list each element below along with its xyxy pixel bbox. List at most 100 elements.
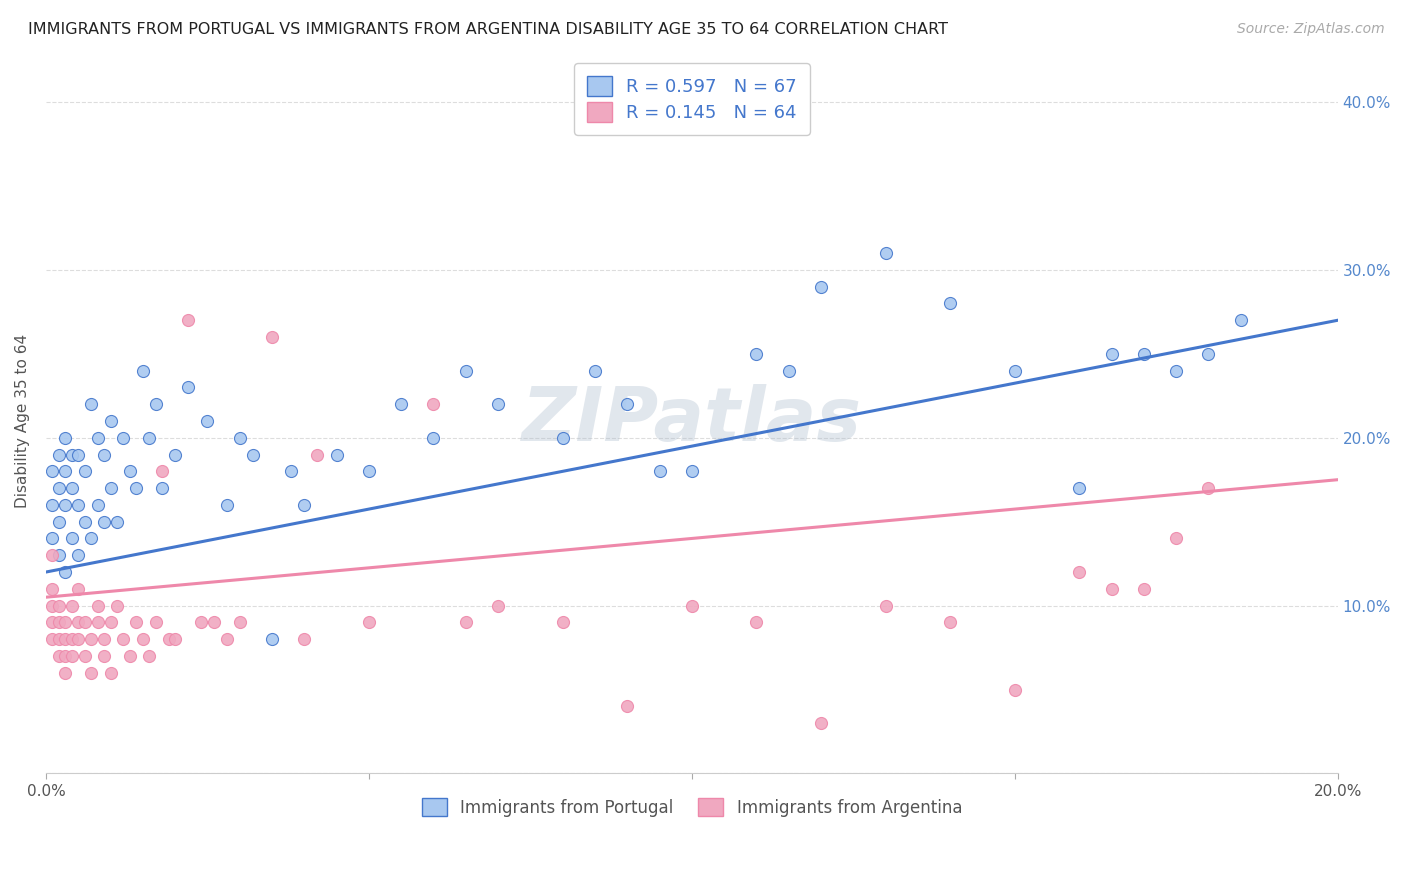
- Point: [125, 615, 148, 630]
- Point: [292, 632, 315, 647]
- Point: [202, 615, 225, 630]
- Point: [215, 498, 238, 512]
- Point: [242, 448, 264, 462]
- Point: [67, 582, 90, 596]
- Point: [1133, 347, 1156, 361]
- Point: [132, 632, 155, 647]
- Point: [486, 599, 509, 613]
- Point: [228, 615, 250, 630]
- Point: [138, 648, 160, 663]
- Point: [86, 431, 108, 445]
- Point: [80, 397, 103, 411]
- Point: [100, 665, 122, 680]
- Point: [80, 532, 103, 546]
- Point: [41, 615, 63, 630]
- Point: [260, 330, 283, 344]
- Point: [583, 363, 606, 377]
- Point: [681, 464, 703, 478]
- Text: IMMIGRANTS FROM PORTUGAL VS IMMIGRANTS FROM ARGENTINA DISABILITY AGE 35 TO 64 CO: IMMIGRANTS FROM PORTUGAL VS IMMIGRANTS F…: [28, 22, 948, 37]
- Point: [73, 648, 96, 663]
- Point: [118, 464, 141, 478]
- Point: [810, 279, 832, 293]
- Point: [73, 615, 96, 630]
- Point: [648, 464, 671, 478]
- Point: [100, 615, 122, 630]
- Point: [60, 648, 83, 663]
- Point: [1101, 347, 1123, 361]
- Point: [280, 464, 302, 478]
- Point: [422, 431, 444, 445]
- Point: [616, 397, 638, 411]
- Point: [53, 615, 76, 630]
- Point: [177, 380, 200, 394]
- Point: [875, 246, 897, 260]
- Point: [41, 532, 63, 546]
- Legend: Immigrants from Portugal, Immigrants from Argentina: Immigrants from Portugal, Immigrants fro…: [413, 789, 970, 825]
- Text: Source: ZipAtlas.com: Source: ZipAtlas.com: [1237, 22, 1385, 37]
- Point: [745, 347, 768, 361]
- Point: [118, 648, 141, 663]
- Point: [41, 498, 63, 512]
- Point: [1069, 565, 1091, 579]
- Point: [48, 481, 70, 495]
- Point: [325, 448, 347, 462]
- Point: [190, 615, 212, 630]
- Point: [100, 481, 122, 495]
- Point: [53, 648, 76, 663]
- Point: [48, 615, 70, 630]
- Point: [810, 716, 832, 731]
- Point: [1069, 481, 1091, 495]
- Point: [53, 632, 76, 647]
- Point: [616, 699, 638, 714]
- Point: [1133, 582, 1156, 596]
- Point: [138, 431, 160, 445]
- Point: [60, 632, 83, 647]
- Point: [105, 515, 128, 529]
- Point: [48, 599, 70, 613]
- Point: [86, 498, 108, 512]
- Point: [93, 515, 115, 529]
- Point: [551, 431, 574, 445]
- Point: [197, 414, 219, 428]
- Point: [1198, 347, 1220, 361]
- Point: [60, 481, 83, 495]
- Point: [875, 599, 897, 613]
- Point: [132, 363, 155, 377]
- Point: [1229, 313, 1251, 327]
- Point: [157, 632, 180, 647]
- Point: [150, 481, 173, 495]
- Point: [41, 632, 63, 647]
- Point: [125, 481, 148, 495]
- Point: [60, 599, 83, 613]
- Point: [357, 615, 380, 630]
- Point: [1004, 682, 1026, 697]
- Point: [67, 448, 90, 462]
- Point: [112, 632, 135, 647]
- Point: [93, 448, 115, 462]
- Point: [60, 532, 83, 546]
- Point: [1166, 532, 1188, 546]
- Point: [177, 313, 200, 327]
- Point: [53, 498, 76, 512]
- Point: [80, 665, 103, 680]
- Point: [165, 632, 187, 647]
- Point: [486, 397, 509, 411]
- Point: [357, 464, 380, 478]
- Point: [307, 448, 329, 462]
- Text: ZIPatlas: ZIPatlas: [522, 384, 862, 458]
- Point: [93, 632, 115, 647]
- Point: [41, 464, 63, 478]
- Point: [1101, 582, 1123, 596]
- Point: [67, 632, 90, 647]
- Point: [73, 515, 96, 529]
- Point: [1198, 481, 1220, 495]
- Point: [53, 431, 76, 445]
- Point: [48, 632, 70, 647]
- Point: [86, 599, 108, 613]
- Point: [67, 615, 90, 630]
- Point: [150, 464, 173, 478]
- Point: [48, 548, 70, 562]
- Point: [292, 498, 315, 512]
- Point: [41, 548, 63, 562]
- Point: [1004, 363, 1026, 377]
